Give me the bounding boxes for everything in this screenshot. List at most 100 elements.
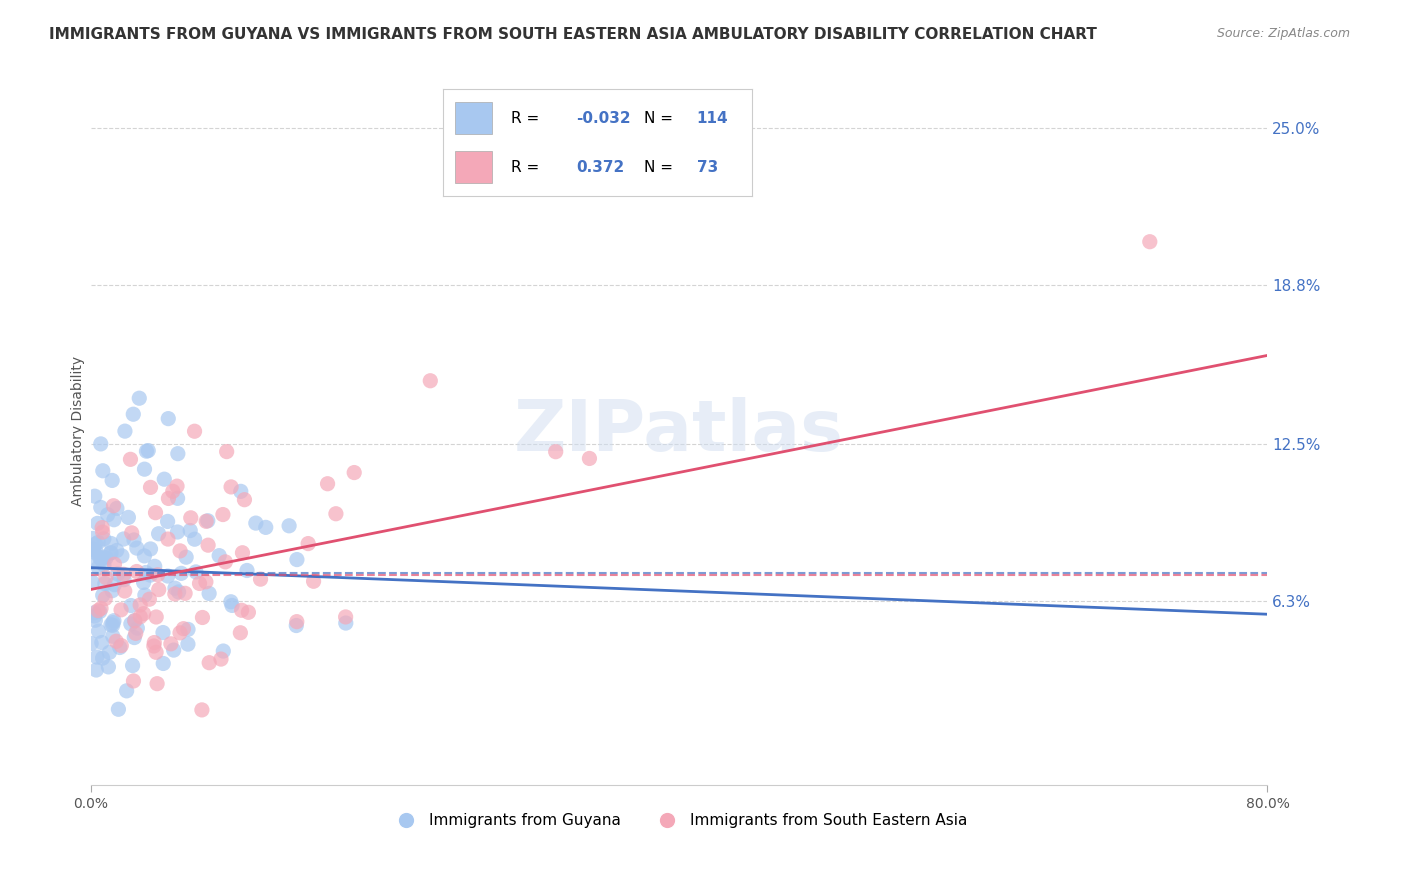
Point	[180, 511, 202, 525]
Point	[90, 500, 112, 515]
Point	[285, 615, 308, 629]
Point	[101, 583, 124, 598]
Point	[98, 645, 121, 659]
Point	[110, 639, 132, 653]
Point	[94, 591, 117, 606]
Point	[87, 535, 110, 549]
Point	[122, 407, 145, 421]
Point	[97, 660, 120, 674]
Point	[166, 479, 188, 493]
Point	[169, 544, 191, 558]
Point	[195, 514, 218, 528]
Point	[122, 673, 145, 688]
Point	[156, 515, 179, 529]
Point	[208, 549, 231, 563]
Point	[139, 568, 162, 582]
Point	[163, 581, 186, 595]
Text: -0.032: -0.032	[576, 111, 630, 126]
Point	[146, 676, 169, 690]
Point	[91, 525, 114, 540]
Point	[254, 520, 277, 534]
Point	[120, 452, 142, 467]
Point	[112, 532, 135, 546]
Point	[83, 542, 105, 557]
Point	[134, 588, 156, 602]
Point	[139, 480, 162, 494]
Point	[335, 615, 357, 630]
Point	[233, 492, 256, 507]
Point	[163, 643, 186, 657]
Point	[120, 599, 142, 613]
Point	[184, 565, 207, 579]
Point	[278, 518, 301, 533]
Point	[285, 618, 308, 632]
Point	[100, 618, 122, 632]
Text: R =: R =	[510, 111, 544, 126]
Point	[89, 550, 111, 565]
Point	[249, 572, 271, 586]
Point	[172, 622, 194, 636]
Point	[188, 576, 211, 591]
Point	[197, 538, 219, 552]
Text: 0.372: 0.372	[576, 160, 624, 175]
Point	[229, 484, 252, 499]
Point	[198, 586, 221, 600]
Point	[257, 790, 280, 805]
Text: IMMIGRANTS FROM GUYANA VS IMMIGRANTS FROM SOUTH EASTERN ASIA AMBULATORY DISABILI: IMMIGRANTS FROM GUYANA VS IMMIGRANTS FRO…	[49, 27, 1097, 42]
Point	[112, 567, 135, 582]
Point	[152, 657, 174, 671]
Point	[129, 598, 152, 612]
Text: N =: N =	[644, 160, 678, 175]
Point	[145, 610, 167, 624]
Y-axis label: Ambulatory Disability: Ambulatory Disability	[72, 356, 86, 507]
Point	[134, 549, 156, 563]
Point	[114, 424, 136, 438]
Point	[98, 546, 121, 560]
Point	[139, 541, 162, 556]
Point	[82, 555, 104, 569]
Point	[143, 635, 166, 649]
Point	[91, 588, 114, 602]
Point	[84, 663, 107, 677]
Point	[285, 552, 308, 566]
Point	[335, 610, 357, 624]
Point	[191, 703, 214, 717]
Point	[87, 560, 110, 574]
Point	[166, 447, 188, 461]
Point	[544, 444, 567, 458]
Point	[83, 606, 105, 620]
Point	[83, 545, 105, 559]
Point	[115, 683, 138, 698]
Point	[125, 626, 148, 640]
Point	[169, 625, 191, 640]
Point	[90, 635, 112, 649]
Point	[103, 577, 125, 591]
Point	[166, 524, 188, 539]
Point	[191, 610, 214, 624]
Point	[82, 532, 104, 546]
Point	[100, 536, 122, 550]
Point	[100, 546, 122, 560]
Legend: Immigrants from Guyana, Immigrants from South Eastern Asia: Immigrants from Guyana, Immigrants from …	[385, 807, 973, 834]
Point	[110, 603, 132, 617]
Point	[103, 499, 125, 513]
Point	[122, 533, 145, 547]
Point	[197, 514, 219, 528]
Point	[152, 625, 174, 640]
Point	[80, 542, 103, 557]
Point	[135, 444, 157, 458]
Point	[135, 566, 157, 580]
Point	[219, 480, 242, 494]
Point	[105, 543, 128, 558]
Point	[174, 550, 197, 565]
Point	[107, 566, 129, 581]
Point	[90, 437, 112, 451]
Point	[84, 613, 107, 627]
Point	[97, 508, 120, 522]
Point	[129, 609, 152, 624]
FancyBboxPatch shape	[456, 102, 492, 134]
Point	[101, 629, 124, 643]
Point	[105, 634, 128, 648]
Point	[87, 604, 110, 618]
Point	[125, 541, 148, 555]
